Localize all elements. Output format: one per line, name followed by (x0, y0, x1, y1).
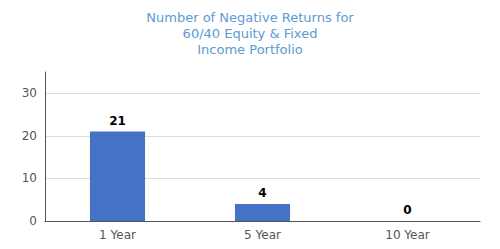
svg-text:4: 4 (258, 186, 266, 200)
svg-text:10: 10 (22, 171, 37, 185)
svg-text:Income Portfolio: Income Portfolio (197, 42, 302, 57)
svg-text:0: 0 (29, 214, 37, 228)
svg-text:20: 20 (22, 129, 37, 143)
svg-text:Number of Negative Returns for: Number of Negative Returns for (146, 10, 354, 25)
svg-text:5 Year: 5 Year (244, 228, 281, 242)
svg-text:1 Year: 1 Year (99, 228, 136, 242)
svg-text:21: 21 (109, 114, 126, 128)
svg-text:10 Year: 10 Year (385, 228, 430, 242)
svg-text:60/40 Equity & Fixed: 60/40 Equity & Fixed (183, 26, 318, 41)
svg-text:0: 0 (403, 203, 411, 217)
svg-text:30: 30 (22, 86, 37, 100)
